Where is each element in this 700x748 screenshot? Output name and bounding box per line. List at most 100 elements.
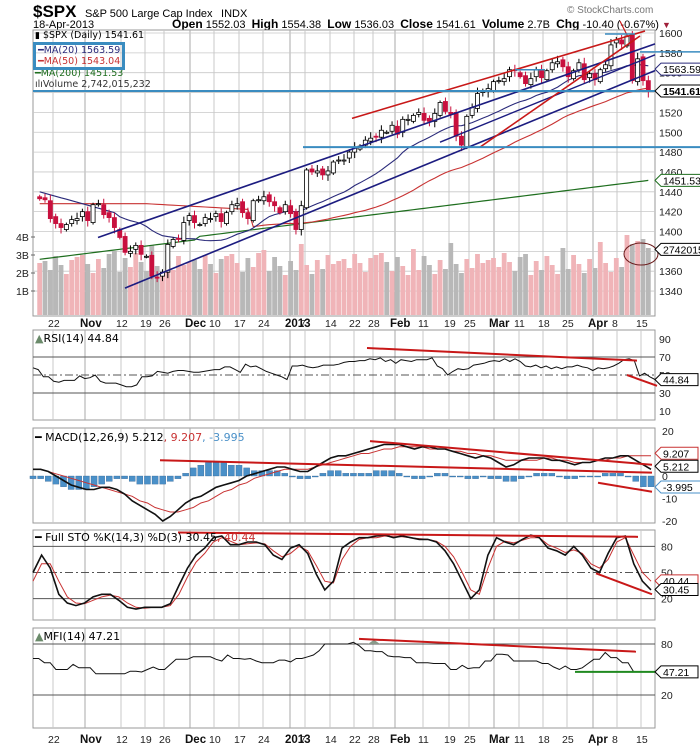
- volume-bar: [608, 272, 614, 315]
- x-axis-label: 7: [300, 734, 306, 746]
- svg-text:30.45: 30.45: [663, 585, 689, 597]
- x-axis-label: 19: [140, 734, 152, 746]
- chg-label: Chg: [556, 17, 580, 31]
- candle: [293, 211, 299, 230]
- x-axis-label: 22: [349, 318, 361, 330]
- volume-bar: [256, 253, 261, 315]
- candle: [491, 81, 496, 91]
- macd-hist-legend: , -3.995: [202, 431, 245, 444]
- volume-bar: [469, 268, 475, 315]
- candle: [154, 276, 160, 279]
- volume-bar: [314, 260, 320, 315]
- candle: [229, 204, 235, 213]
- candle: [202, 217, 208, 224]
- volume-bars-icon: ılı: [35, 79, 43, 90]
- macd-trendline: [369, 440, 653, 466]
- x-axis-label: 25: [562, 734, 574, 746]
- mfi-panel: [32, 627, 656, 729]
- candle: [320, 168, 326, 176]
- volume-bar: [597, 242, 603, 315]
- macd-histogram-bar: [289, 475, 296, 478]
- macd-histogram-bar: [106, 475, 113, 482]
- x-axis-label: 11: [418, 734, 429, 746]
- value-tag: 5.212: [654, 459, 699, 473]
- candle: [533, 69, 539, 78]
- rsi-trendline-2: [626, 374, 658, 387]
- x-axis-label: 2013: [285, 734, 311, 746]
- volume-bar: [459, 273, 464, 315]
- open-value: 1552.03: [205, 19, 246, 31]
- macd-histogram-bar: [540, 473, 548, 477]
- macd-histogram-bar: [502, 475, 510, 482]
- svg-text:1563.59: 1563.59: [663, 64, 700, 76]
- volume-spike-ellipse: [623, 242, 659, 266]
- value-tag: 2742015: [654, 242, 700, 256]
- sto-axis-label: 50: [661, 568, 673, 580]
- candle: [63, 224, 69, 230]
- macd-histogram-bar: [357, 473, 365, 477]
- x-axis-label: 8: [612, 734, 618, 746]
- volume-bar: [47, 270, 53, 315]
- macd-histogram-bar: [29, 475, 37, 479]
- volume-bar: [53, 256, 59, 315]
- candle: [128, 250, 133, 254]
- ma20-legend-label: MA(20) 1563.59: [43, 45, 121, 56]
- macd-histogram-bar: [457, 475, 464, 478]
- volume-bar: [512, 271, 518, 315]
- candle: [95, 203, 101, 206]
- candle: [330, 161, 336, 174]
- volume-bar: [645, 248, 651, 315]
- macd-histogram-bar: [365, 473, 372, 477]
- candle: [571, 70, 577, 80]
- svg-text:2742015: 2742015: [663, 244, 700, 256]
- candle: [197, 224, 203, 226]
- macd-histogram-bar: [197, 465, 205, 477]
- mfi-overbought-fill: [368, 639, 380, 644]
- macd-histogram-bar: [121, 475, 128, 479]
- volume-bar: [373, 255, 379, 315]
- price-axis-label: 1360: [659, 266, 683, 278]
- candle: [47, 200, 53, 219]
- stockcharts-watermark: © StockCharts.com: [567, 5, 654, 16]
- volume-bar: [603, 263, 609, 315]
- candle: [181, 222, 187, 241]
- candle: [501, 78, 507, 83]
- volume-bar: [576, 264, 582, 315]
- candle: [37, 196, 43, 200]
- candle: [282, 204, 288, 213]
- candle: [549, 62, 555, 71]
- candle: [475, 93, 480, 109]
- exchange: INDX: [221, 8, 248, 20]
- candle: [288, 205, 294, 215]
- volume-bar: [208, 264, 213, 315]
- rsi-legend-label: RSI(14) 44.84: [43, 332, 119, 345]
- ma20-line: [39, 64, 649, 242]
- candle: [576, 62, 582, 71]
- volume-value: 2.7B: [527, 19, 550, 31]
- down-arrow-icon: ▼: [662, 20, 671, 30]
- macd-histogram-bar: [190, 467, 197, 477]
- candle: [208, 218, 213, 220]
- macd-zero-trendline: [159, 459, 653, 474]
- x-axis-label: 2013: [285, 318, 311, 330]
- volume-bar: [234, 263, 240, 315]
- volume-bar: [443, 269, 448, 315]
- volume-bar: [74, 257, 80, 315]
- macd-legend: ━ MACD(12,26,9) 5.212, 9.207, -3.995: [35, 432, 245, 443]
- macd-histogram-bar: [296, 475, 304, 479]
- candle: [224, 212, 229, 224]
- macd-histogram-bar: [144, 475, 151, 485]
- volume-bar: [282, 275, 288, 315]
- macd-histogram-bar: [212, 462, 220, 477]
- volume-bar: [368, 258, 374, 315]
- candle: [74, 218, 80, 221]
- x-axis-label: 10: [209, 734, 221, 746]
- candle: [138, 244, 144, 255]
- x-axis-label: 26: [159, 318, 171, 330]
- volume-bar: [352, 254, 358, 315]
- volume-bar: [565, 269, 571, 315]
- candle: [555, 61, 560, 65]
- x-axis-label: Mar: [489, 734, 510, 746]
- macd-histogram-bar: [388, 470, 395, 477]
- candle: [368, 137, 374, 142]
